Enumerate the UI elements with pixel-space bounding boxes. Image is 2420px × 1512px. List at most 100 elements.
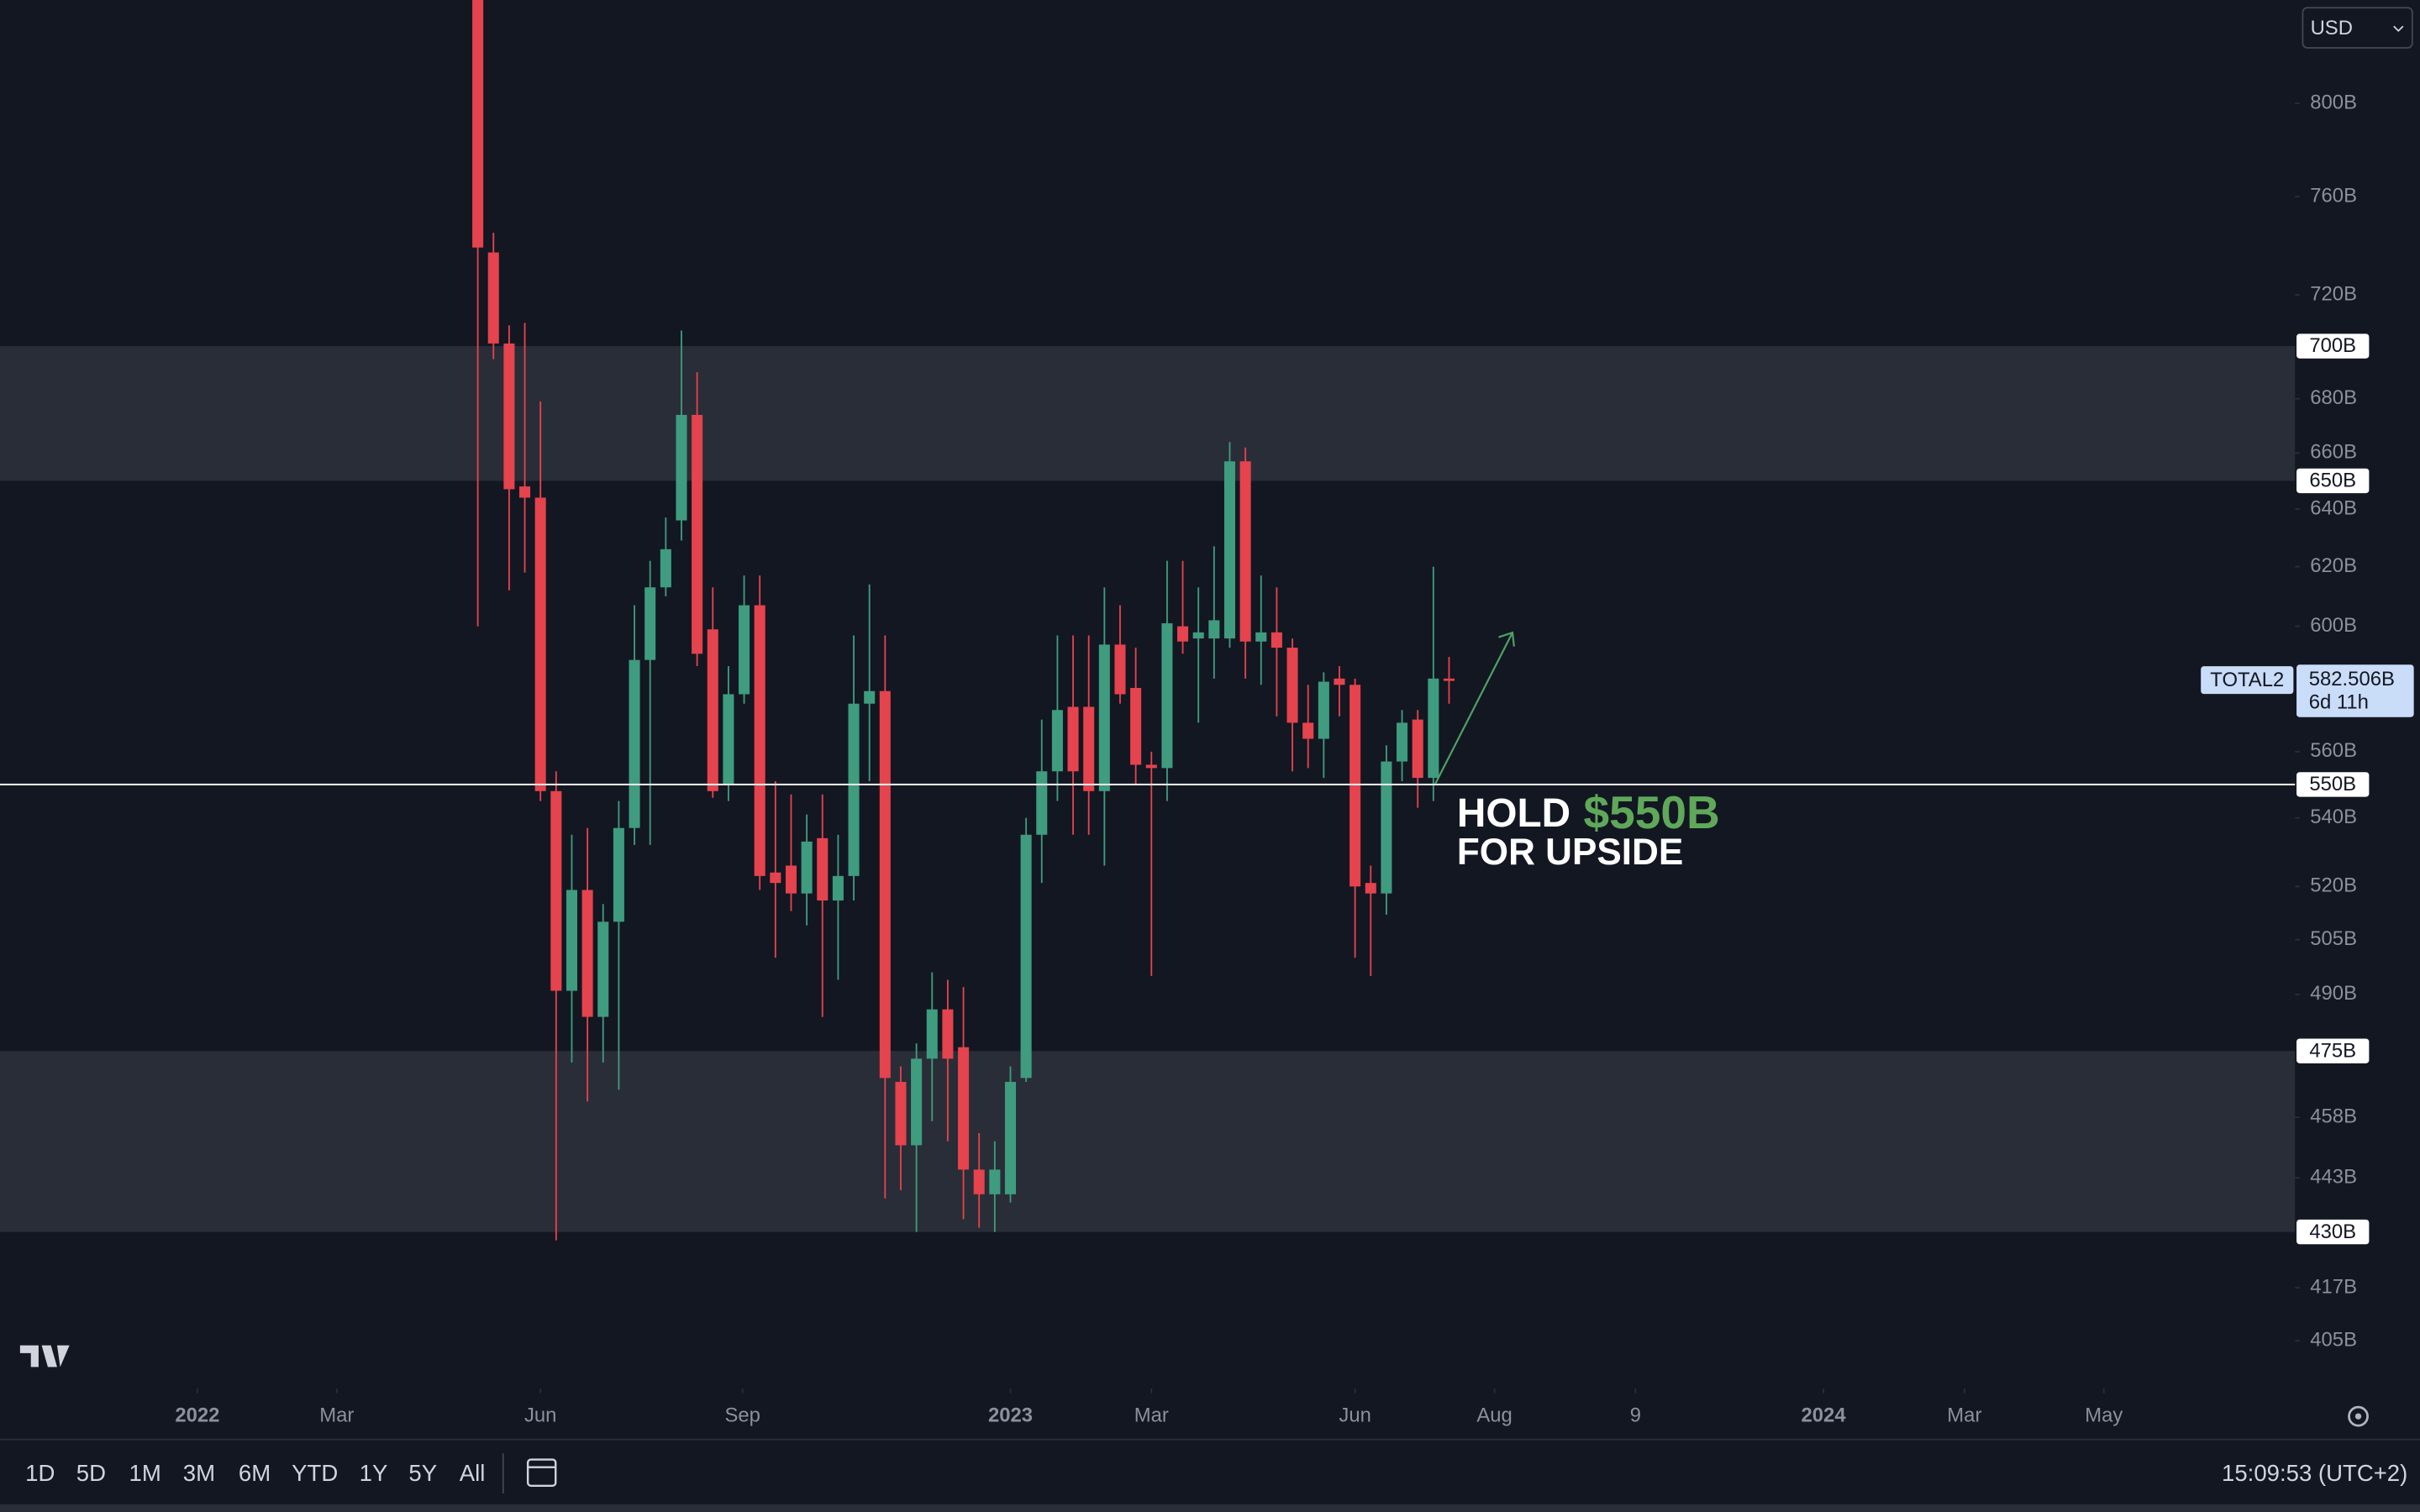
candle-body: [1083, 706, 1095, 791]
candle-body: [1145, 764, 1157, 769]
x-tick-label: 9: [1630, 1404, 1641, 1426]
candle-body: [1255, 632, 1267, 642]
candle-body: [879, 690, 891, 1079]
candle-body: [895, 1081, 907, 1146]
candle-body: [550, 790, 562, 991]
candle-body: [1208, 620, 1220, 639]
y-tick-label: 680B: [2310, 386, 2357, 409]
y-tick-label: 443B: [2310, 1165, 2357, 1188]
arrow: [1434, 631, 1515, 785]
y-tick-label: 640B: [2310, 496, 2357, 519]
candle-body: [534, 497, 546, 791]
settings-icon[interactable]: [2348, 1405, 2369, 1427]
range-button[interactable]: 6M: [239, 1460, 271, 1486]
y-tick-label: 458B: [2310, 1105, 2357, 1127]
toolbar: 1D 5D 1M 3M 6M YTD 1Y 5Y All: [25, 1460, 485, 1486]
candle-body: [1397, 722, 1408, 762]
range-button[interactable]: 1M: [129, 1460, 161, 1486]
zone-high-label: 475B: [2309, 1039, 2356, 1062]
candle-body: [519, 486, 531, 498]
x-tick-label: Mar: [319, 1404, 354, 1426]
y-tick-label: 505B: [2310, 927, 2357, 950]
candle-body: [739, 605, 750, 695]
candle-body: [1114, 644, 1126, 695]
candle-body: [1239, 461, 1251, 642]
candle-body: [973, 1169, 985, 1194]
x-tick-label: Aug: [1476, 1404, 1512, 1426]
y-tick-label: 720B: [2310, 282, 2357, 305]
zone: [0, 1051, 2296, 1232]
y-tick-label: 560B: [2310, 739, 2357, 762]
x-tick-label: 2022: [175, 1404, 219, 1426]
y-tick-label: 490B: [2310, 982, 2357, 1005]
zone-low-label: 650B: [2309, 470, 2356, 492]
axis: 800B 760B 720B 680B 660B 640B 620B 600B 560B 540B…: [175, 91, 2414, 1426]
candle-body: [1286, 648, 1298, 723]
range-button[interactable]: 5Y: [408, 1460, 437, 1486]
candle-body: [692, 414, 703, 654]
candle-body: [1004, 1081, 1017, 1194]
zone-high-label: 700B: [2309, 334, 2356, 357]
candle-body: [1067, 706, 1079, 772]
candle-body: [770, 872, 781, 884]
candle-body: [1098, 644, 1110, 791]
candle-body: [629, 659, 640, 828]
candle-body: [1223, 461, 1236, 639]
range-button[interactable]: 1D: [25, 1460, 55, 1486]
zone: [0, 346, 2296, 481]
y-tick-label: 760B: [2310, 184, 2357, 207]
zone-high-label-box: [2296, 1038, 2370, 1063]
date-range-icon[interactable]: [526, 1458, 557, 1487]
candle-body: [1428, 678, 1439, 779]
candle-body: [472, 0, 484, 248]
currency-select[interactable]: USD: [2302, 7, 2413, 49]
zone-low-label-box: [2296, 1219, 2370, 1245]
candle-body: [1349, 685, 1361, 887]
candle-body: [660, 549, 671, 588]
candle-body: [754, 605, 765, 876]
y-tick-label: 600B: [2310, 614, 2357, 637]
range-button[interactable]: YTD: [292, 1460, 338, 1486]
zone-low-label: 430B: [2309, 1221, 2356, 1243]
x-tick-label: May: [2085, 1404, 2123, 1426]
candle-body: [1192, 632, 1204, 639]
chevron: [2393, 25, 2404, 33]
symbol: TOTAL2: [2210, 669, 2284, 691]
candle-body: [1036, 771, 1048, 835]
annotation-highlight: $550B: [1583, 786, 1719, 838]
candle-body: [566, 890, 578, 991]
range-button[interactable]: 3M: [183, 1460, 215, 1486]
candle-body: [1443, 678, 1455, 681]
y-tick-label: 800B: [2310, 91, 2357, 113]
last-price: 582.506B: [2309, 668, 2395, 690]
range-button[interactable]: 5D: [76, 1460, 106, 1486]
x-tick-label: Jun: [1339, 1404, 1370, 1426]
clock: 15:09:53 (UTC+2): [2222, 1460, 2407, 1486]
select-box[interactable]: [2302, 7, 2413, 49]
candle-body: [801, 841, 813, 894]
candle-body: [911, 1058, 923, 1146]
y-tick-label: 620B: [2310, 554, 2357, 577]
support-label: 550B: [2309, 773, 2356, 795]
candle-body: [613, 827, 624, 922]
candle-body: [1334, 678, 1345, 685]
candle-body: [989, 1169, 1001, 1194]
candle-body: [676, 414, 687, 521]
x-tick-label: Mar: [1947, 1404, 1981, 1426]
candle-body: [817, 837, 829, 901]
candle-body: [785, 865, 797, 894]
candle-body: [707, 629, 718, 791]
range-button[interactable]: 1Y: [360, 1460, 388, 1486]
candle-body: [1381, 761, 1392, 894]
candle-body: [597, 921, 609, 1017]
currency[interactable]: USD: [2311, 17, 2353, 39]
symbol-box: [2201, 666, 2294, 695]
candle-body: [1270, 632, 1282, 648]
candle-body: [487, 252, 499, 344]
candle-body: [958, 1047, 970, 1170]
range-button[interactable]: All: [460, 1460, 486, 1486]
candle-body: [1161, 623, 1173, 769]
zone-low-label-box: [2296, 468, 2370, 494]
